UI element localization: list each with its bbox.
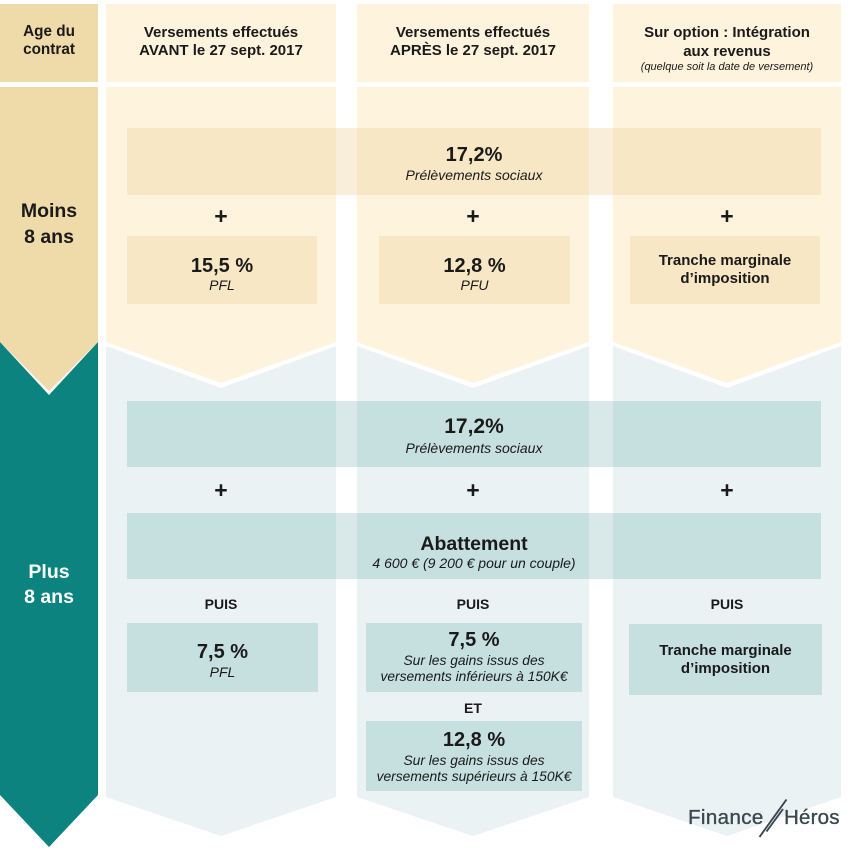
svg-text:Héros: Héros (784, 806, 840, 829)
svg-text:Finance: Finance (688, 806, 764, 829)
